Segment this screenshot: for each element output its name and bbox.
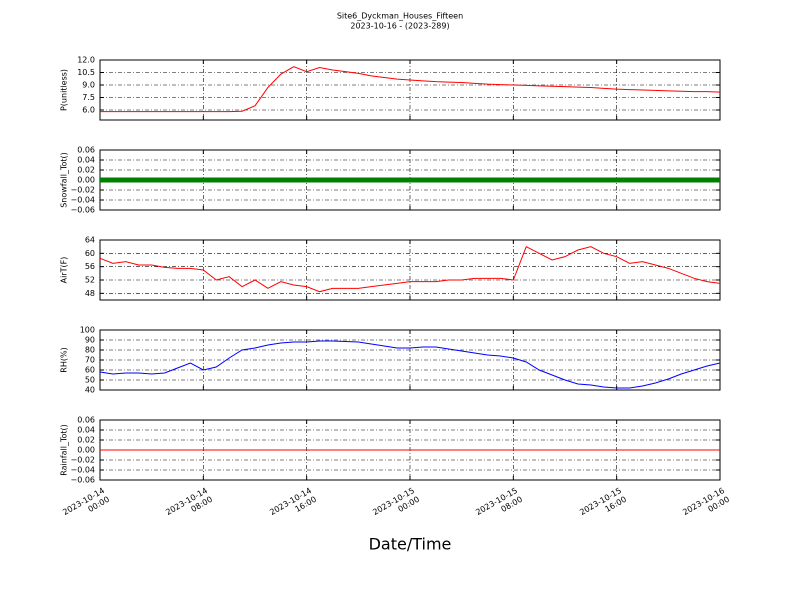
data-line [99,245,721,293]
y-tick-label: 10.5 [77,68,95,77]
y-tick-label: −0.02 [70,186,95,195]
y-tick-label: 48 [85,289,95,298]
y-tick-label: 6.0 [82,106,95,115]
x-axis-label: Date/Time [369,535,452,554]
y-tick-label: −0.06 [70,476,95,485]
y-tick-label: 52 [85,276,95,285]
y-tick-label: −0.06 [70,206,95,215]
y-tick-label: 0.00 [77,176,95,185]
y-tick-label: 0.06 [77,146,95,155]
y-tick-label: 80 [85,346,95,355]
y-tick-label: 56 [85,262,95,271]
y-tick-label: 40 [85,386,95,395]
y-tick-label: −0.04 [70,196,95,205]
y-tick-label: 60 [85,249,95,258]
y-tick-label: 70 [85,356,95,365]
y-tick-label: 0.00 [77,446,95,455]
y-axis-label: Snowfall_Tot() [60,152,69,208]
y-axis-label: P(unitless) [60,69,69,111]
y-tick-label: 0.02 [77,166,95,175]
y-tick-label: 50 [85,376,95,385]
y-tick-label: 0.02 [77,436,95,445]
y-axis-label: AirT(F) [60,257,69,284]
plot-frame [99,329,721,391]
y-tick-label: 12.0 [77,56,95,65]
data-line [99,340,721,389]
y-tick-label: −0.04 [70,466,95,475]
data-line [100,66,721,113]
y-tick-label: 0.04 [77,426,95,435]
y-tick-label: 90 [85,336,95,345]
y-tick-label: 64 [85,236,95,245]
y-tick-label: 0.04 [77,156,95,165]
y-tick-label: 7.5 [82,93,95,102]
chart-subtitle: 2023-10-16 - (2023-289) [350,22,449,31]
y-tick-label: 100 [80,326,95,335]
plot-frame [99,59,721,121]
y-axis-label: RH(%) [60,347,69,372]
y-tick-label: 9.0 [82,81,95,90]
chart-title: Site6_Dyckman_Houses_Fifteen [337,12,463,21]
y-tick-label: −0.02 [70,456,95,465]
y-axis-label: Rainfall_Tot() [60,424,69,476]
y-tick-label: 60 [85,366,95,375]
plot-frame [99,239,721,301]
y-tick-label: 0.06 [77,416,95,425]
